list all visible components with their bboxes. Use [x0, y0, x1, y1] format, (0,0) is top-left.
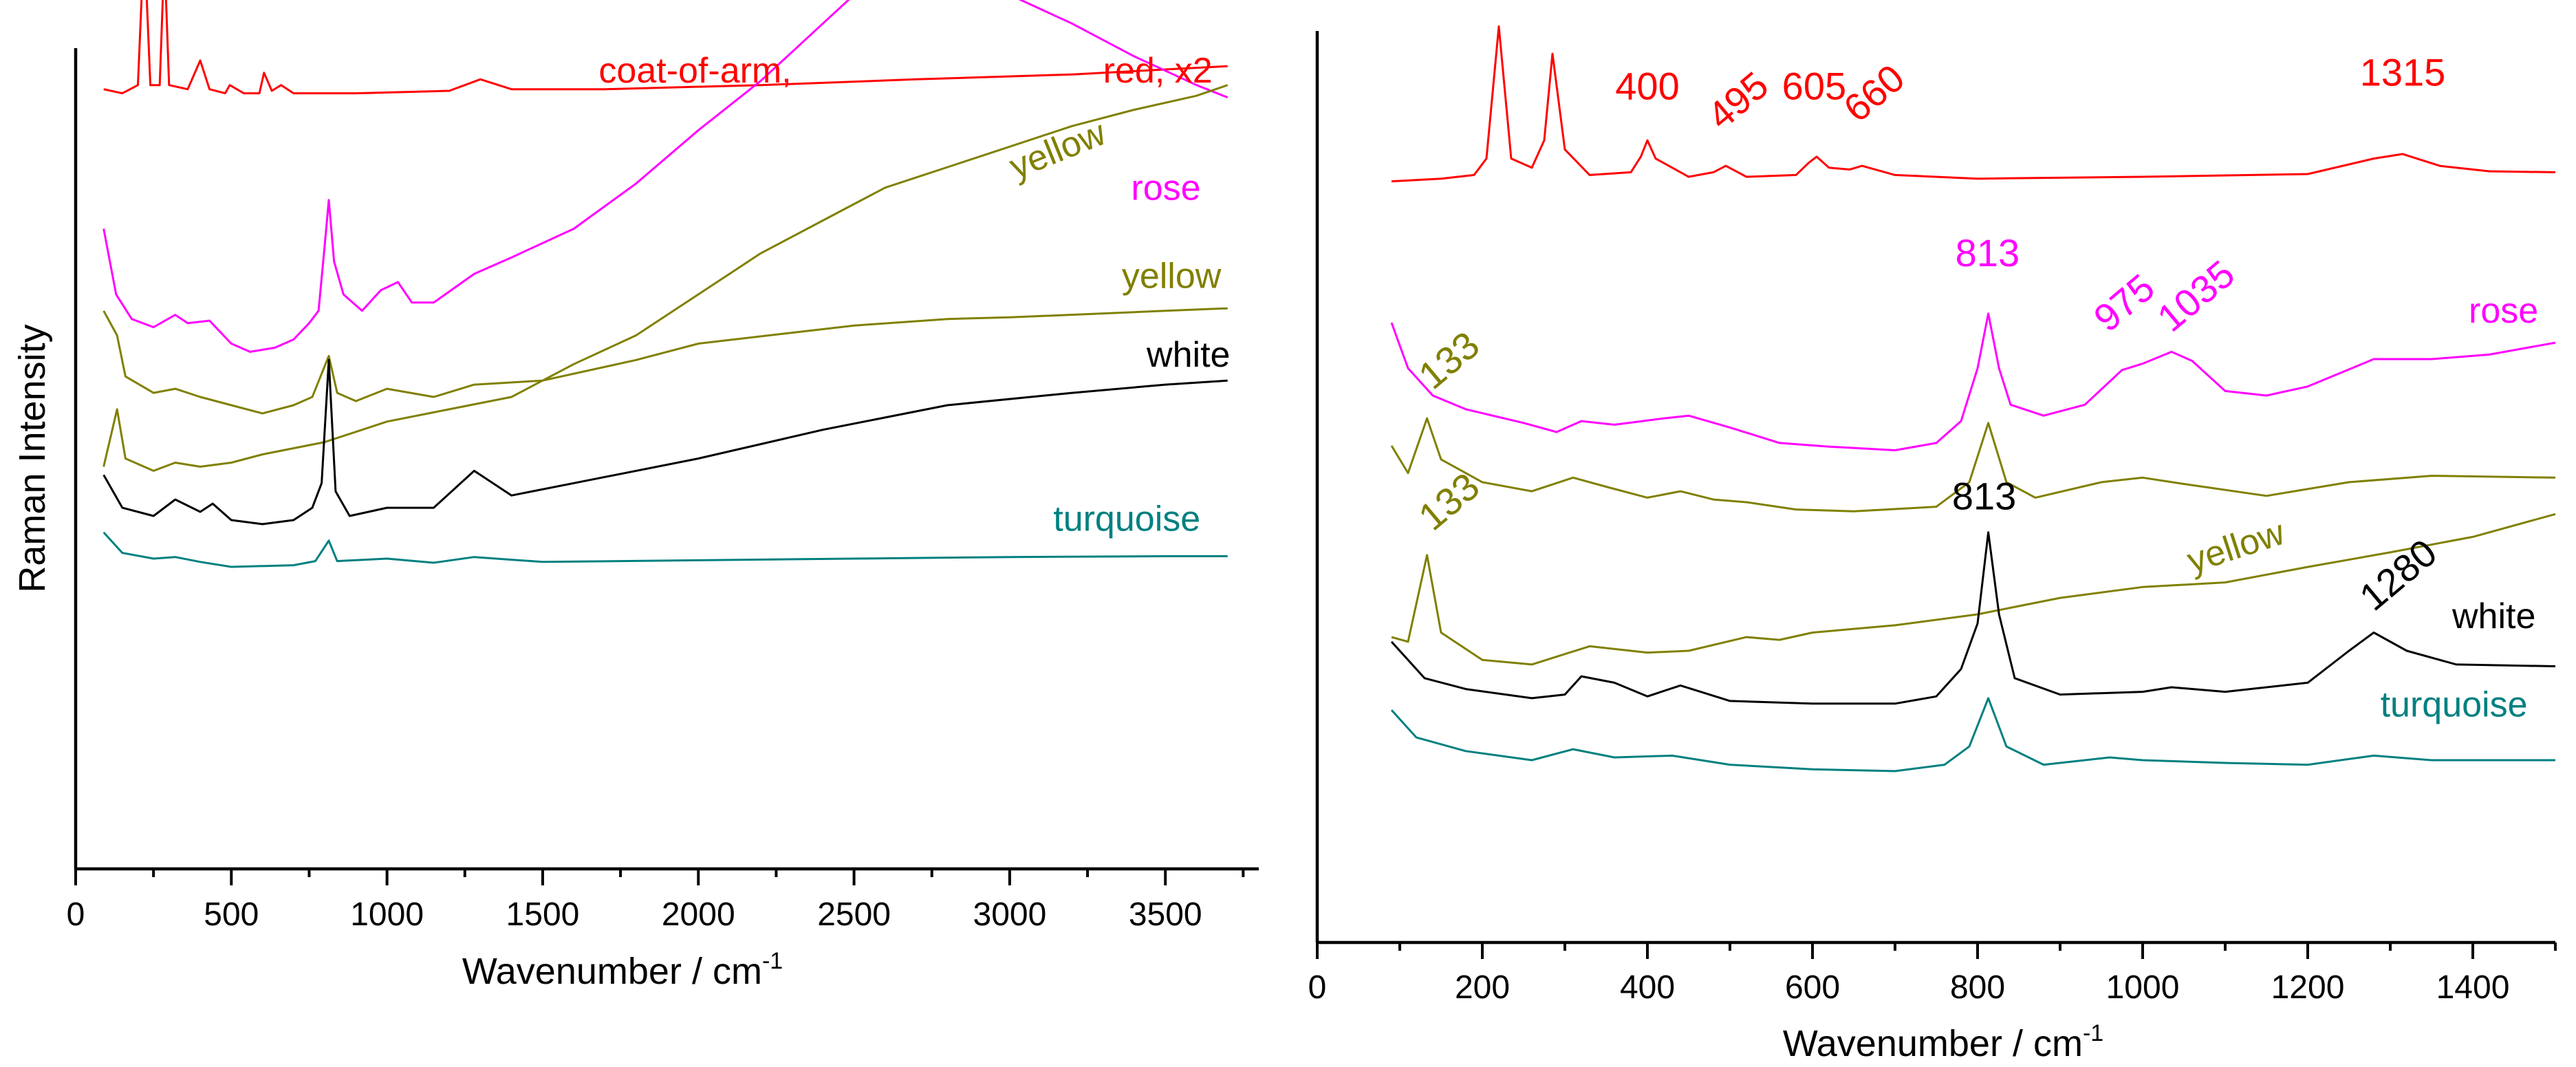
x-tick-label: 600: [1785, 969, 1840, 1006]
series-label: yellow: [2183, 513, 2290, 581]
peak-label: 975: [2086, 266, 2163, 340]
series-label: yellow: [1122, 256, 1222, 296]
series-line-yellow-3: [102, 84, 1229, 472]
peak-label: 813: [1952, 475, 2016, 518]
x-tick-label: 2500: [817, 896, 891, 933]
peak-label: 495: [1699, 63, 1776, 138]
x-tick-label: 1000: [2106, 969, 2180, 1006]
series-line-rose-1: [102, 0, 1229, 353]
peak-label: 133: [1410, 323, 1487, 397]
x-tick-label: 500: [204, 896, 259, 933]
series-label: turquoise: [1053, 499, 1200, 539]
series-line-coat-of-arm-red-x--0: [1391, 25, 2556, 183]
x-tick-label: 0: [67, 896, 85, 933]
x-tick-label: 0: [1308, 969, 1327, 1006]
series-line-yellow-2: [1390, 417, 2556, 513]
series-line-white-4: [1390, 531, 2556, 705]
series-line-turquoise-5: [102, 531, 1228, 568]
series-label: yellow: [1004, 113, 1112, 187]
peak-label: 400: [1615, 64, 1679, 107]
series-label: rose: [2469, 291, 2538, 331]
series-line-yellow-3: [1391, 513, 2556, 666]
x-tick-label: 1400: [2436, 969, 2510, 1006]
x-tick-label: 1500: [506, 896, 580, 933]
series-label: white: [1146, 335, 1230, 375]
series-label: turquoise: [2381, 685, 2528, 724]
peak-label: 1315: [2360, 51, 2446, 94]
series-line-yellow-2: [102, 307, 1228, 415]
peak-label: 1035: [2149, 252, 2242, 340]
series-label: rose: [1131, 169, 1200, 208]
x-tick-label: 400: [1620, 969, 1675, 1006]
series-line-rose-1: [1390, 312, 2556, 451]
series-line-coat-of-arm-red-x--0: [103, 0, 1228, 95]
x-tick-label: 2000: [662, 896, 735, 933]
series-label: red, x2: [1103, 51, 1213, 91]
series-label: white: [2451, 596, 2535, 636]
left-panel: 0 500 1000 1500 2000 2500 3000 3500 Wavenumber /…: [12, 0, 1259, 992]
series-label: coat-of-arm,: [598, 51, 791, 91]
x-tick-label: 200: [1455, 969, 1510, 1006]
x-tick-label: 1000: [350, 896, 424, 933]
x-tick-label: 1200: [2271, 969, 2345, 1006]
peak-label: 660: [1835, 56, 1912, 130]
series-line-white-4: [102, 358, 1228, 526]
x-tick-label: 800: [1950, 969, 2005, 1006]
peak-label: 133: [1410, 464, 1487, 539]
y-axis-title: Raman Intensity: [12, 324, 53, 592]
x-tick-label: 3500: [1129, 896, 1202, 933]
peak-label: 813: [1956, 231, 2020, 274]
x-axis-title: Wavenumber / cm-1: [1783, 1020, 2103, 1064]
right-panel: 0 200 400 600 800 1000 1200 1400 Wavenumber / cm…: [1308, 25, 2557, 1064]
peak-label: 605: [1782, 64, 1846, 107]
x-tick-label: 3000: [973, 896, 1047, 933]
series-line-turquoise-5: [1390, 697, 2555, 773]
x-axis-title: Wavenumber / cm-1: [462, 948, 783, 992]
